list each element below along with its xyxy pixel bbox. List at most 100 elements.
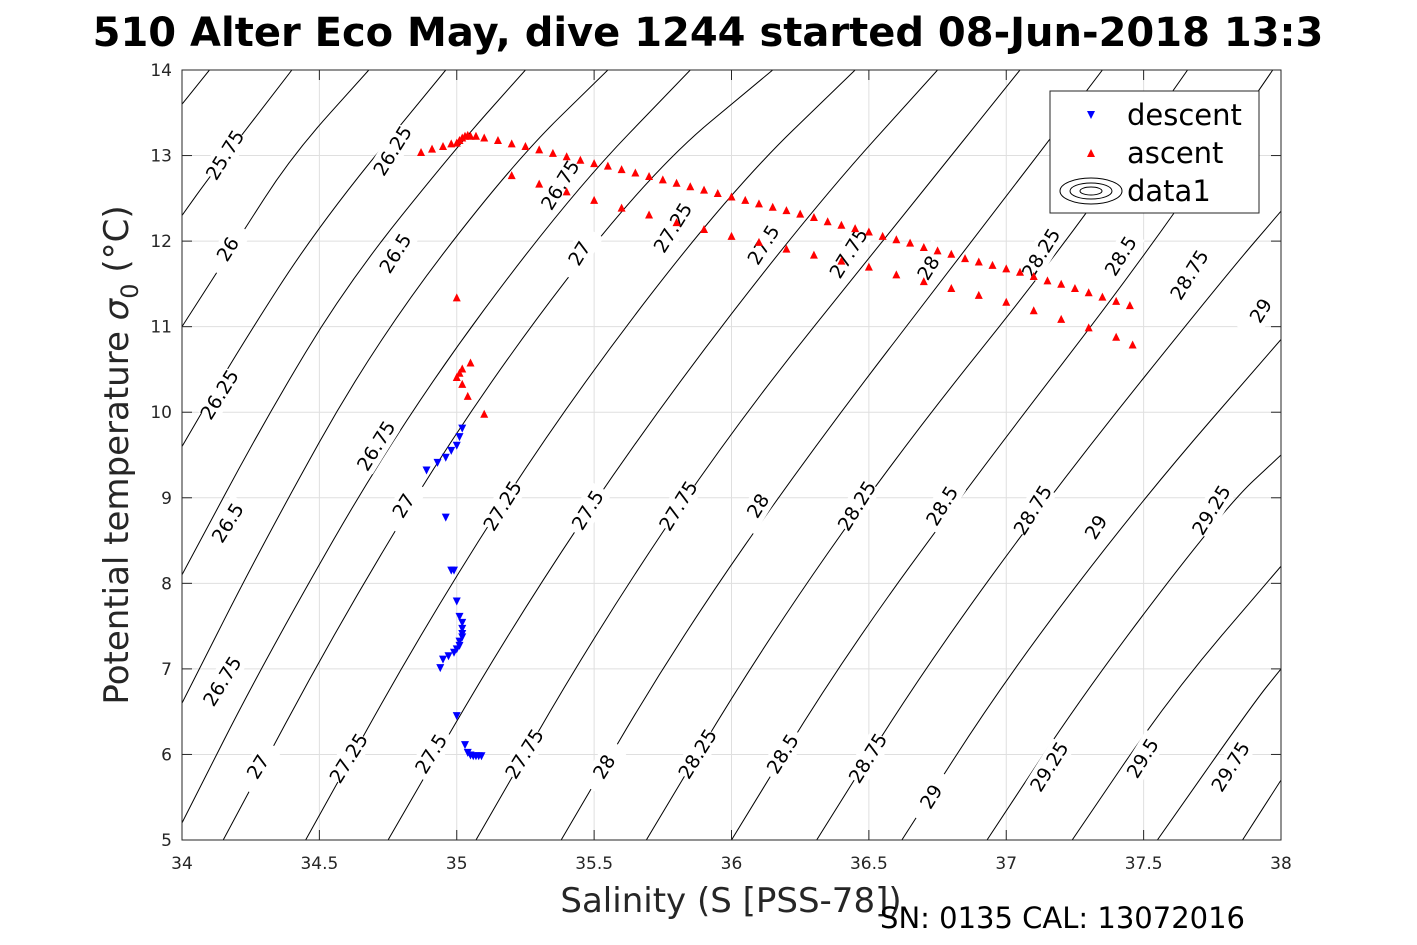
x-tick-label: 37.5	[1125, 854, 1163, 874]
isopycnal-label-bg	[844, 729, 892, 787]
isopycnal-label-bg	[734, 477, 783, 535]
ascent-point	[919, 242, 928, 251]
ascent-point	[535, 145, 544, 154]
isopycnal-28.25	[475, 70, 1021, 840]
isopycnal-label-bg	[201, 126, 250, 184]
ascent-point	[1112, 332, 1121, 341]
isopycnal-label-bg	[555, 225, 604, 282]
ascent-point	[713, 189, 722, 198]
isopycnal-27	[182, 70, 609, 704]
isopycnal-label-bg	[1017, 225, 1066, 282]
descent-point	[433, 458, 442, 467]
ascent-point	[1125, 301, 1134, 310]
ascent-point	[672, 218, 681, 227]
ascent-point	[562, 187, 571, 196]
grid	[182, 70, 1281, 840]
descent-point	[441, 513, 450, 522]
ascent-point	[1015, 267, 1024, 276]
ascent-point	[1043, 276, 1052, 285]
ascent-series	[417, 130, 1137, 418]
isopycnal-label-bg	[673, 725, 722, 783]
ascent-point	[1057, 314, 1066, 323]
ascent-point	[1084, 323, 1093, 332]
descent-point	[458, 633, 467, 642]
isopycnal-29.25	[816, 210, 1281, 840]
descent-point	[439, 655, 448, 664]
ascent-point	[796, 209, 805, 218]
isopycnal-label-bg	[500, 725, 549, 783]
x-axis: 34 34.5 35 35.5 36 36.5 37 37.5 38	[171, 70, 1292, 874]
ascent-point	[947, 284, 956, 293]
isopycnal-label-bg	[368, 122, 417, 180]
y-tick-label: 14	[150, 61, 172, 81]
ascent-point	[439, 142, 448, 150]
ascent-point	[768, 202, 777, 211]
ascent-point	[447, 139, 456, 148]
descent-point	[455, 637, 464, 646]
ascent-point	[947, 249, 956, 258]
ascent-point	[754, 199, 763, 208]
descent-point	[422, 466, 431, 475]
y-tick-label: 10	[150, 403, 172, 423]
descent-point	[460, 741, 469, 750]
y-axis-label-main: Potential temperature	[97, 320, 137, 704]
descent-point	[455, 612, 464, 621]
isopycnal-label-bg	[1118, 729, 1167, 787]
isopycnal-label-bg	[198, 652, 247, 710]
y-tick-label: 5	[161, 831, 172, 851]
isopycnal-28	[387, 70, 938, 840]
ascent-point	[590, 195, 599, 204]
ascent-point	[823, 217, 832, 226]
ascent-point	[463, 391, 472, 400]
isopycnal-label-bg	[352, 417, 401, 475]
ascent-point	[1002, 297, 1011, 306]
isopycnal-28.5	[560, 70, 1103, 840]
y-axis: 5 6 7 8 9 10 11 12 13 14	[150, 61, 1281, 851]
isopycnal-label-bg	[379, 477, 428, 535]
legend-descent-marker	[1087, 111, 1095, 119]
ascent-point	[700, 224, 709, 233]
isopycnal-label-bg	[580, 738, 629, 796]
isopycnal-label: 27	[555, 225, 604, 282]
isopycnal-29.75	[986, 454, 1281, 840]
descent-point	[455, 433, 464, 442]
descent-point	[441, 453, 450, 462]
ascent-point	[645, 171, 654, 180]
ascent-point	[452, 373, 461, 381]
y-axis-label: Potential temperature σ0 (°C)	[97, 205, 144, 704]
isopycnal-30.25	[1156, 668, 1281, 840]
isopycnal-label-bg	[1206, 738, 1255, 796]
y-tick-label: 8	[161, 574, 172, 594]
isopycnal-label-bg	[833, 477, 881, 535]
legend-ascent-label: ascent	[1127, 136, 1223, 170]
y-axis-label-unit: (°C)	[97, 205, 137, 283]
x-tick-label: 35.5	[575, 854, 613, 874]
y-tick-label: 12	[150, 232, 172, 252]
isopycnal-label-bg	[478, 477, 527, 535]
y-tick-label: 9	[161, 489, 172, 509]
ascent-point	[617, 203, 626, 212]
descent-point	[458, 618, 467, 627]
ascent-point	[700, 185, 709, 194]
isopycnal-label-bg	[654, 477, 703, 535]
ascent-point	[754, 237, 763, 246]
ascent-point	[864, 262, 873, 271]
ascent-point	[603, 161, 612, 170]
ascent-point	[417, 147, 426, 156]
isopycnal-label-bg	[407, 725, 456, 783]
isopycnal-label-bg	[1025, 738, 1074, 796]
ascent-point	[1098, 292, 1107, 301]
isopycnal-label-bg	[563, 481, 612, 539]
ascent-point	[727, 192, 736, 201]
ascent-point	[1070, 284, 1079, 293]
ascent-point	[892, 235, 901, 244]
ascent-point	[466, 131, 475, 140]
ascent-point	[480, 409, 489, 418]
isopycnal-label: 28	[734, 477, 783, 535]
descent-point	[450, 648, 459, 657]
isopycnal-label-bg	[918, 477, 967, 535]
isopycnal-label-bg	[1008, 481, 1057, 539]
ascent-point	[548, 148, 557, 157]
y-tick-label: 6	[161, 745, 172, 765]
